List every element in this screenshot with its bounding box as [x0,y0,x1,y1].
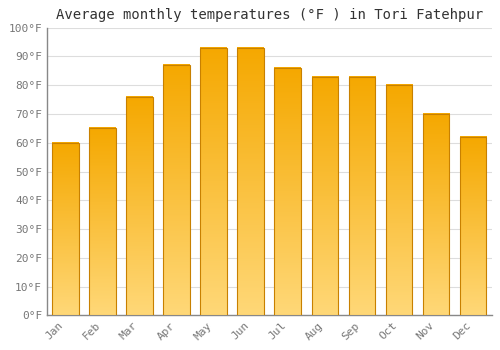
Title: Average monthly temperatures (°F ) in Tori Fatehpur: Average monthly temperatures (°F ) in To… [56,8,483,22]
Bar [422,114,450,315]
Bar [386,85,412,315]
Bar [460,137,486,315]
Bar [126,97,153,315]
Bar [238,48,264,315]
Bar [52,143,79,315]
Bar [164,65,190,315]
Bar [274,68,301,315]
Bar [348,77,376,315]
Bar [200,48,227,315]
Bar [89,128,116,315]
Bar [312,77,338,315]
